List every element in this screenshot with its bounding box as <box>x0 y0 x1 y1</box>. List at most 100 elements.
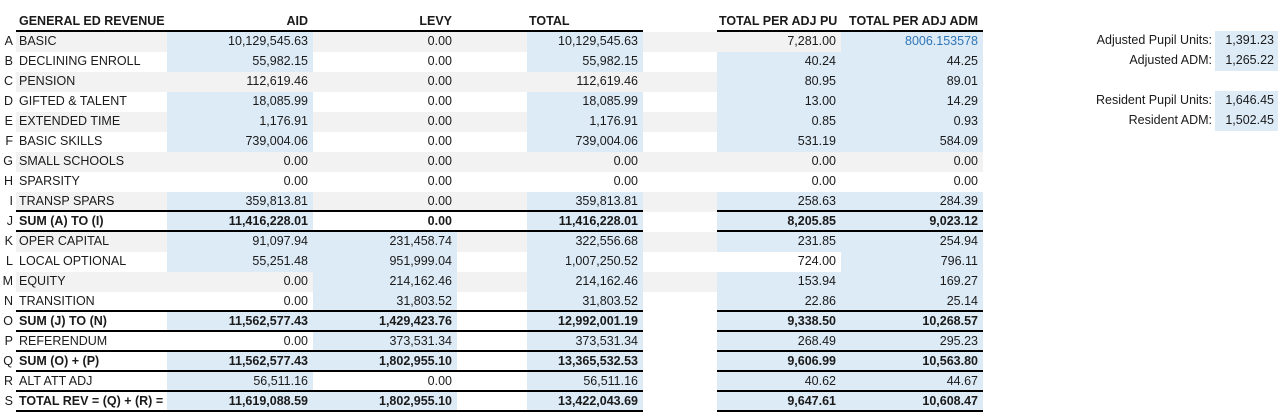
row-letter-cell[interactable]: C <box>3 74 13 88</box>
gap-cell[interactable] <box>643 332 717 352</box>
per-adj-adm-cell[interactable]: 8006.153578 <box>841 32 983 52</box>
row-letter-cell[interactable]: E <box>4 114 13 128</box>
row-label-cell[interactable]: OPER CAPITAL <box>16 232 167 252</box>
total-cell[interactable]: 0.00 <box>527 152 643 172</box>
row-letter-cell[interactable]: R <box>3 374 13 388</box>
aid-cell[interactable]: 739,004.06 <box>167 132 313 152</box>
gap-cell[interactable] <box>457 392 527 412</box>
row-letter-cell[interactable]: M <box>2 274 13 288</box>
per-adj-pu-cell[interactable]: 0.85 <box>717 112 841 132</box>
levy-cell[interactable]: 0.00 <box>313 192 457 212</box>
total-cell[interactable]: 12,992,001.19 <box>527 312 643 332</box>
total-cell[interactable]: 373,531.34 <box>527 332 643 352</box>
header-general-ed-revenue[interactable]: GENERAL ED REVENUE <box>16 12 167 32</box>
gap-cell[interactable] <box>457 312 527 332</box>
row-label-cell[interactable]: SUM (A) TO (I) <box>16 212 167 232</box>
aid-cell[interactable]: 11,562,577.43 <box>167 352 313 372</box>
levy-cell[interactable]: 1,802,955.10 <box>313 352 457 372</box>
per-adj-pu-cell[interactable]: 9,606.99 <box>717 352 841 372</box>
levy-cell[interactable]: 231,458.74 <box>313 232 457 252</box>
total-cell[interactable]: 10,129,545.63 <box>527 32 643 52</box>
gap-cell[interactable] <box>643 32 717 52</box>
per-adj-pu-cell[interactable]: 80.95 <box>717 72 841 92</box>
levy-cell[interactable]: 951,999.04 <box>313 252 457 272</box>
header-total-per-adj-pu[interactable]: TOTAL PER ADJ PU <box>717 12 841 32</box>
levy-cell[interactable]: 0.00 <box>313 32 457 52</box>
gap-cell[interactable] <box>457 332 527 352</box>
per-adj-adm-cell[interactable]: 9,023.12 <box>841 212 983 232</box>
per-adj-adm-cell[interactable]: 169.27 <box>841 272 983 292</box>
row-letter-cell[interactable]: J <box>6 214 13 228</box>
row-letter-cell[interactable]: S <box>4 394 13 408</box>
total-cell[interactable]: 11,416,228.01 <box>527 212 643 232</box>
per-adj-pu-cell[interactable]: 40.24 <box>717 52 841 72</box>
gap-cell[interactable] <box>457 352 527 372</box>
row-label-cell[interactable]: PENSION <box>16 72 167 92</box>
row-letter-cell[interactable]: F <box>5 134 13 148</box>
gap-cell[interactable] <box>457 72 527 92</box>
row-letter-cell[interactable]: Q <box>3 354 13 368</box>
row-letter-cell[interactable]: D <box>3 94 13 108</box>
per-adj-adm-cell[interactable]: 584.09 <box>841 132 983 152</box>
gap-cell[interactable] <box>457 172 527 192</box>
per-adj-adm-cell[interactable]: 295.23 <box>841 332 983 352</box>
row-label-cell[interactable]: SPARSITY <box>19 174 80 188</box>
total-cell[interactable]: 13,422,043.69 <box>527 392 643 412</box>
gap-cell[interactable] <box>457 152 527 172</box>
total-cell[interactable]: 359,813.81 <box>527 192 643 212</box>
aid-cell[interactable]: 11,619,088.59 <box>167 392 313 412</box>
total-cell[interactable]: 322,556.68 <box>527 232 643 252</box>
row-letter-cell[interactable]: P <box>4 334 13 348</box>
gap-cell[interactable] <box>457 212 527 232</box>
gap-cell[interactable] <box>643 52 717 72</box>
row-label-cell[interactable]: EQUITY <box>16 272 167 292</box>
per-adj-adm-cell[interactable]: 0.93 <box>841 112 983 132</box>
row-letter-cell[interactable]: A <box>4 34 13 48</box>
header-aid[interactable]: AID <box>167 12 313 32</box>
levy-cell[interactable]: 0.00 <box>427 54 452 68</box>
total-cell[interactable]: 1,007,250.52 <box>527 252 643 272</box>
header-letter-cell[interactable] <box>0 12 16 32</box>
per-adj-adm-cell[interactable]: 14.29 <box>841 92 983 112</box>
gap-cell[interactable] <box>457 232 527 252</box>
per-adj-adm-cell[interactable]: 10,268.57 <box>841 312 983 332</box>
aid-cell[interactable]: 18,085.99 <box>167 92 313 112</box>
per-adj-adm-cell[interactable]: 284.39 <box>841 192 983 212</box>
per-adj-pu-cell[interactable]: 258.63 <box>717 192 841 212</box>
levy-cell[interactable]: 0.00 <box>313 212 457 232</box>
aid-cell[interactable]: 55,982.15 <box>167 52 313 72</box>
gap-cell[interactable] <box>643 312 717 332</box>
header-levy[interactable]: LEVY <box>313 12 457 32</box>
total-cell[interactable]: 112,619.46 <box>527 72 643 92</box>
levy-cell[interactable]: 0.00 <box>427 94 452 108</box>
gap-cell[interactable] <box>457 292 527 312</box>
row-label-cell[interactable]: SMALL SCHOOLS <box>16 152 167 172</box>
per-adj-adm-cell[interactable]: 0.00 <box>841 152 983 172</box>
per-adj-pu-cell[interactable]: 0.00 <box>717 152 841 172</box>
row-label-cell[interactable]: SUM (O) + (P) <box>16 352 167 372</box>
aid-cell[interactable]: 0.00 <box>167 332 313 352</box>
row-label-cell[interactable]: TRANSP SPARS <box>16 192 167 212</box>
stat-value[interactable]: 1,391.23 <box>1215 31 1278 51</box>
aid-cell[interactable]: 11,562,577.43 <box>167 312 313 332</box>
total-cell[interactable]: 739,004.06 <box>527 132 643 152</box>
row-label-cell[interactable]: TOTAL REV = (Q) + (R) = <box>16 392 167 412</box>
row-label-cell[interactable]: TRANSITION <box>16 292 167 312</box>
levy-cell[interactable]: 0.00 <box>427 174 452 188</box>
per-adj-pu-cell[interactable]: 268.49 <box>717 332 841 352</box>
gap-cell[interactable] <box>643 132 717 152</box>
row-letter-cell[interactable]: O <box>3 314 13 328</box>
gap-cell[interactable] <box>457 32 527 52</box>
stat-value[interactable]: 1,265.22 <box>1215 51 1278 71</box>
header-gap-cell[interactable] <box>457 12 527 32</box>
per-adj-pu-cell[interactable]: 13.00 <box>717 92 841 112</box>
gap-cell[interactable] <box>457 112 527 132</box>
per-adj-adm-cell[interactable]: 10,563.80 <box>841 352 983 372</box>
per-adj-pu-cell[interactable]: 0.00 <box>811 174 836 188</box>
total-cell[interactable]: 0.00 <box>613 174 638 188</box>
levy-cell[interactable]: 214,162.46 <box>313 272 457 292</box>
per-adj-adm-cell[interactable]: 796.11 <box>841 252 983 272</box>
per-adj-pu-cell[interactable]: 153.94 <box>717 272 841 292</box>
row-letter-cell[interactable]: K <box>4 234 13 248</box>
per-adj-adm-cell[interactable]: 89.01 <box>841 72 983 92</box>
